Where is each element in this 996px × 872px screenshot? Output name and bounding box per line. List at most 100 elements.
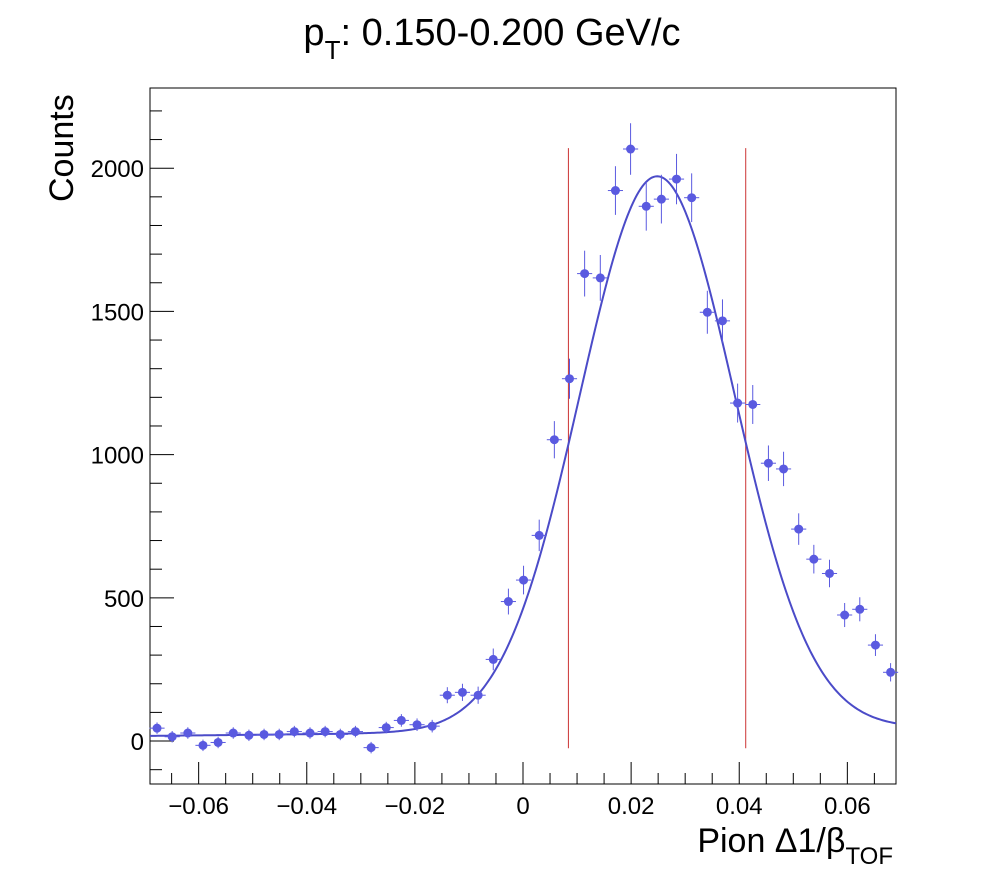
data-point [164, 731, 180, 743]
data-marker [519, 575, 529, 585]
data-marker [366, 743, 376, 753]
data-marker [794, 524, 804, 534]
data-marker [396, 715, 406, 725]
data-point [378, 721, 394, 734]
data-marker [717, 316, 727, 326]
data-marker [779, 464, 789, 474]
data-marker [473, 690, 483, 700]
data-marker [809, 554, 819, 564]
data-marker [442, 690, 452, 700]
data-point [195, 739, 211, 752]
chart-title-subscript: T [325, 35, 341, 65]
data-point [561, 358, 578, 399]
data-point [883, 663, 899, 682]
y-tick-label: 2000 [91, 156, 144, 183]
data-point [485, 648, 501, 671]
data-marker [305, 728, 315, 738]
y-minor-ticks [150, 110, 162, 771]
data-point [607, 166, 624, 215]
data-point [791, 513, 807, 545]
chart-title-rest: : 0.150-0.200 GeV/c [340, 12, 680, 54]
x-tick-label: −0.02 [385, 793, 446, 820]
data-marker [183, 728, 193, 738]
y-tick-label: 500 [104, 586, 144, 613]
data-point [347, 725, 363, 738]
chart-title: pT: 0.150-0.200 GeV/c [303, 12, 680, 65]
y-tick-label: 0 [131, 729, 144, 756]
data-marker [503, 597, 513, 607]
data-marker [274, 729, 284, 739]
y-tick-label: 1500 [91, 299, 144, 326]
x-axis-title: Pion Δ1/βTOF [697, 822, 893, 870]
data-point [332, 728, 348, 741]
data-point [180, 727, 196, 739]
data-point [546, 421, 562, 459]
data-point [271, 728, 287, 741]
data-point [225, 727, 241, 739]
data-point [638, 181, 654, 231]
data-marker [564, 374, 574, 384]
data-marker [534, 530, 544, 540]
data-point [837, 602, 853, 628]
data-point [760, 445, 776, 481]
data-marker [320, 727, 330, 737]
x-axis-title-main: Pion Δ1/β [697, 822, 845, 860]
data-point [577, 250, 593, 297]
data-marker [198, 740, 208, 750]
data-marker [457, 687, 467, 697]
data-point [241, 729, 257, 742]
x-tick-label: 0.06 [824, 793, 871, 820]
data-point [668, 153, 685, 205]
data-marker [687, 193, 697, 203]
data-point [821, 559, 838, 588]
data-marker [595, 273, 605, 283]
data-point [592, 254, 608, 301]
data-point [653, 174, 669, 224]
data-marker [580, 269, 590, 279]
data-point [363, 741, 379, 754]
data-point [806, 544, 822, 574]
data-marker [886, 667, 896, 677]
data-point [745, 385, 761, 424]
x-tick-label: −0.04 [276, 793, 337, 820]
data-marker [412, 720, 422, 730]
data-point [409, 718, 425, 732]
y-major-ticks: 0 500 1000 1500 2000 [91, 156, 174, 756]
x-tick-label: 0.04 [716, 793, 763, 820]
data-point [454, 683, 471, 701]
data-marker [733, 398, 743, 408]
x-major-ticks: −0.06 −0.04 −0.02 0 0.02 0.04 0.06 [168, 762, 871, 820]
data-marker [350, 727, 360, 737]
data-point [393, 714, 409, 727]
data-point [515, 565, 532, 595]
data-marker [748, 399, 758, 409]
x-tick-label: 0.02 [608, 793, 655, 820]
data-marker [840, 610, 850, 620]
data-marker [763, 458, 773, 468]
data-marker [855, 604, 865, 614]
data-marker [825, 568, 835, 578]
data-point [149, 722, 165, 734]
data-marker [488, 654, 498, 664]
data-marker [213, 737, 223, 747]
data-marker [244, 730, 254, 740]
data-points [149, 123, 899, 754]
data-marker [152, 723, 162, 733]
data-point [531, 519, 547, 552]
data-point [500, 588, 516, 615]
data-marker [702, 307, 712, 317]
data-point [699, 290, 715, 334]
data-marker [427, 721, 437, 731]
data-point [439, 687, 455, 704]
data-point [775, 451, 792, 487]
data-point [852, 597, 868, 622]
data-marker [167, 732, 177, 742]
plot-area: 0 500 1000 1500 2000 −0.06 −0.04 −0.02 0 0.02 0.0… [91, 87, 899, 820]
data-point [317, 725, 333, 738]
data-marker [870, 640, 880, 650]
x-minor-ticks [171, 773, 875, 784]
data-marker [656, 194, 666, 204]
data-point [730, 383, 746, 423]
data-point [256, 728, 272, 741]
